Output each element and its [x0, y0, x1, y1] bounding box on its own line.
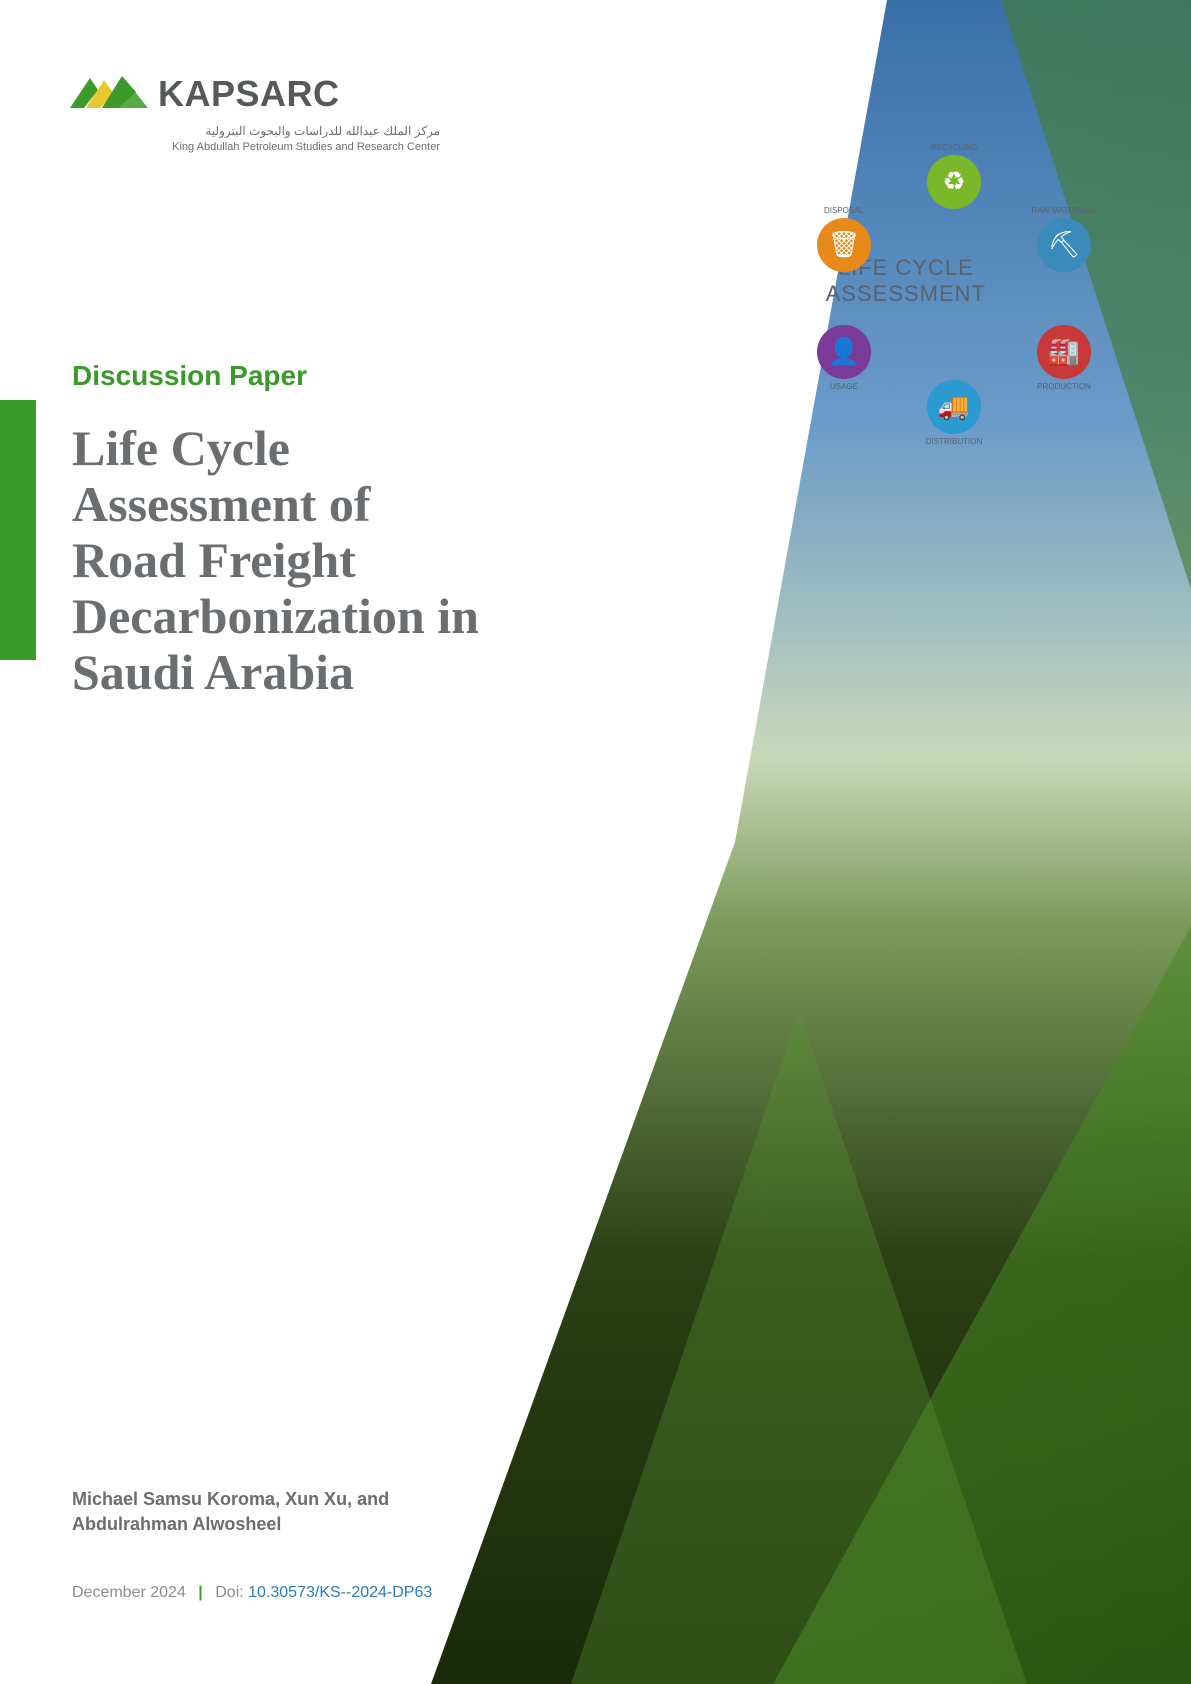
lca-label-usage: USAGE — [830, 382, 858, 391]
authors-line1: Michael Samsu Koroma, Xun Xu, and — [72, 1489, 389, 1509]
logo-subtitle-en: King Abdullah Petroleum Studies and Rese… — [70, 140, 440, 154]
title-accent-bar — [0, 400, 36, 660]
kapsarc-logo-text: KAPSARC — [158, 73, 340, 115]
lca-node-production: 🏭 PRODUCTION — [1037, 325, 1091, 379]
authors-line2: Abdulrahman Alwosheel — [72, 1514, 281, 1534]
distribution-icon: 🚚 — [938, 392, 970, 422]
lca-node-usage: 👤 USAGE — [817, 325, 871, 379]
kapsarc-logo-mark — [70, 70, 148, 118]
brand-logo: KAPSARC مركز الملك عبدالله للدراسات والب… — [70, 70, 440, 154]
document-type: Discussion Paper — [72, 360, 307, 392]
lca-node-distribution: 🚚 DISTRIBUTION — [927, 380, 981, 434]
usage-icon: 👤 — [828, 337, 860, 367]
lca-node-disposal: 🗑 DISPOSAL — [817, 218, 871, 272]
logo-subtitle-ar: مركز الملك عبدالله للدراسات والبحوث البت… — [70, 124, 440, 140]
publication-meta: December 2024 | Doi: 10.30573/KS--2024-D… — [72, 1584, 432, 1602]
authors: Michael Samsu Koroma, Xun Xu, and Abdulr… — [72, 1487, 472, 1536]
meta-separator: | — [198, 1584, 202, 1601]
lca-node-recycling: ♻ RECYCLING — [927, 155, 981, 209]
lca-label-distribution: DISTRIBUTION — [926, 437, 982, 446]
recycling-icon: ♻ — [942, 167, 965, 197]
production-icon: 🏭 — [1048, 337, 1080, 367]
lca-label-raw-materials: RAW MATERIALS — [1031, 206, 1096, 215]
lca-label-disposal: DISPOSAL — [824, 206, 864, 215]
doi-label: Doi: — [215, 1584, 248, 1601]
doi-link[interactable]: 10.30573/KS--2024-DP63 — [248, 1584, 432, 1601]
lca-label-recycling: RECYCLING — [931, 143, 978, 152]
cover-background-imagery: LIFE CYCLE ASSESSMENT ♻ RECYCLING ⛏ RAW … — [431, 0, 1191, 1684]
document-title: Life Cycle Assessment of Road Freight De… — [72, 420, 492, 700]
disposal-icon: 🗑 — [827, 230, 860, 260]
lca-title-line2: ASSESSMENT — [826, 281, 986, 306]
kapsarc-logo-subtitle: مركز الملك عبدالله للدراسات والبحوث البت… — [70, 124, 440, 154]
lca-node-raw-materials: ⛏ RAW MATERIALS — [1037, 218, 1091, 272]
publication-date: December 2024 — [72, 1584, 186, 1601]
lca-label-production: PRODUCTION — [1037, 382, 1091, 391]
raw-materials-icon: ⛏ — [1047, 230, 1080, 260]
